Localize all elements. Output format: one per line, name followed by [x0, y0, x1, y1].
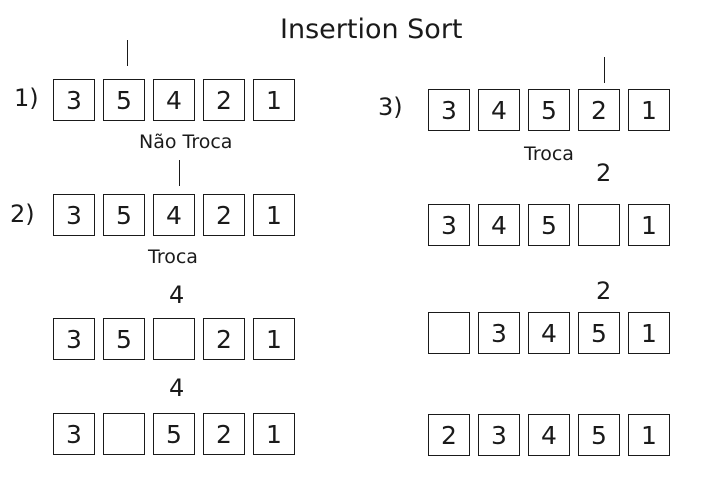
- array-cell: 3: [428, 204, 470, 246]
- array-cell: 5: [103, 194, 145, 236]
- array-cell: 4: [528, 414, 570, 456]
- array-cell: 3: [428, 89, 470, 131]
- held-value: 2: [596, 159, 612, 187]
- current-position-marker: [127, 40, 128, 66]
- array-cell: 3: [53, 318, 95, 360]
- array-cell: 3: [53, 413, 95, 455]
- held-value: 4: [169, 374, 185, 402]
- array-cell: 1: [628, 414, 670, 456]
- step-caption: Não Troca: [139, 131, 233, 153]
- array-cell: 3: [478, 414, 520, 456]
- array-cell: 1: [628, 312, 670, 354]
- array-cell: [428, 312, 470, 354]
- array-cell: 3: [53, 194, 95, 236]
- array-cell: 5: [578, 414, 620, 456]
- step-number: 3): [378, 93, 403, 121]
- array-cell: 4: [153, 79, 195, 121]
- array-row: 3 4 5 1: [428, 312, 670, 354]
- array-cell: 2: [203, 79, 245, 121]
- array-cell: 1: [253, 194, 295, 236]
- array-cell: 2: [203, 194, 245, 236]
- array-row: 3 5 2 1: [53, 318, 295, 360]
- held-value: 2: [596, 277, 612, 305]
- array-cell: 5: [103, 318, 145, 360]
- array-cell: 5: [528, 204, 570, 246]
- array-cell: 2: [428, 414, 470, 456]
- array-cell: 1: [628, 89, 670, 131]
- array-cell: 1: [628, 204, 670, 246]
- array-cell: 2: [578, 89, 620, 131]
- array-row: 3 4 5 1: [428, 204, 670, 246]
- array-cell: [153, 318, 195, 360]
- array-cell: 5: [153, 413, 195, 455]
- array-cell: 5: [528, 89, 570, 131]
- array-row: 3 5 2 1: [53, 413, 295, 455]
- array-row: 2 3 4 5 1: [428, 414, 670, 456]
- current-position-marker: [604, 57, 605, 83]
- array-cell: [103, 413, 145, 455]
- array-cell: 5: [578, 312, 620, 354]
- array-cell: 3: [478, 312, 520, 354]
- array-cell: [578, 204, 620, 246]
- array-cell: 1: [253, 318, 295, 360]
- array-cell: 5: [103, 79, 145, 121]
- step-number: 2): [10, 200, 35, 228]
- array-cell: 3: [53, 79, 95, 121]
- array-row: 3 4 5 2 1: [428, 89, 670, 131]
- diagram-title: Insertion Sort: [280, 14, 463, 45]
- array-cell: 4: [478, 89, 520, 131]
- step-caption: Troca: [148, 246, 198, 268]
- step-number: 1): [14, 84, 39, 112]
- current-position-marker: [179, 160, 180, 186]
- array-cell: 4: [478, 204, 520, 246]
- array-row: 3 5 4 2 1: [53, 79, 295, 121]
- held-value: 4: [169, 281, 185, 309]
- array-cell: 4: [528, 312, 570, 354]
- array-cell: 1: [253, 79, 295, 121]
- step-caption: Troca: [524, 143, 574, 165]
- array-cell: 2: [203, 318, 245, 360]
- array-cell: 2: [203, 413, 245, 455]
- array-cell: 1: [253, 413, 295, 455]
- array-row: 3 5 4 2 1: [53, 194, 295, 236]
- array-cell: 4: [153, 194, 195, 236]
